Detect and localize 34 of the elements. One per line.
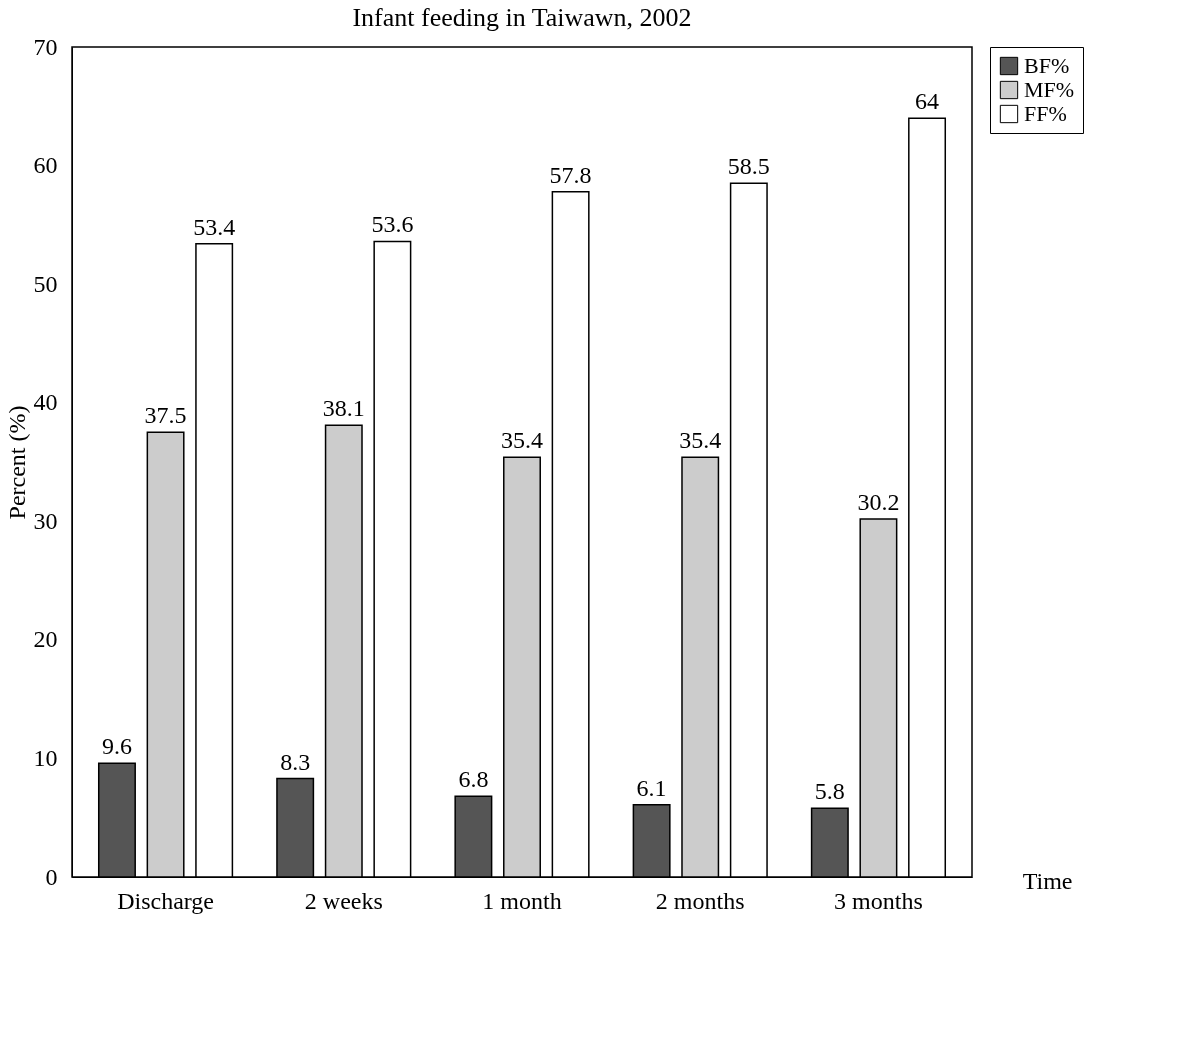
data-label: 58.5 xyxy=(727,153,770,180)
legend-label: BF% xyxy=(1024,53,1070,78)
y-tick-label: 20 xyxy=(33,626,58,653)
y-axis-title: Percent (%) xyxy=(3,405,30,520)
x-tick-label: 2 months xyxy=(655,887,745,914)
data-label: 5.8 xyxy=(814,778,845,805)
data-label: 30.2 xyxy=(857,488,900,515)
legend-label: MF% xyxy=(1024,77,1075,102)
y-tick-label: 40 xyxy=(33,389,58,416)
x-tick-label: 3 months xyxy=(834,887,923,914)
x-tick-label: 2 weeks xyxy=(304,887,383,914)
data-label: 38.1 xyxy=(322,395,365,422)
x-tick-label: 1 month xyxy=(482,887,562,914)
y-tick-label: 0 xyxy=(45,863,58,890)
y-tick-label: 50 xyxy=(33,270,58,297)
data-label: 6.1 xyxy=(636,774,667,801)
y-tick-label: 30 xyxy=(33,507,58,534)
x-axis-title: Time xyxy=(1022,867,1073,894)
y-tick-label: 60 xyxy=(33,152,58,179)
x-tick-label: Discharge xyxy=(117,887,214,914)
data-label: 8.3 xyxy=(280,748,311,775)
data-label: 6.8 xyxy=(458,766,489,793)
data-label: 53.4 xyxy=(193,213,236,240)
data-label: 64 xyxy=(915,88,940,115)
y-tick-label: 10 xyxy=(33,744,58,771)
chart-title: Infant feeding in Taiwawn, 2002 xyxy=(352,3,692,32)
data-label: 53.6 xyxy=(371,211,414,238)
legend-label: FF% xyxy=(1024,101,1067,126)
data-label: 37.5 xyxy=(144,402,187,429)
data-label: 57.8 xyxy=(549,161,592,188)
data-label: 35.4 xyxy=(679,427,722,454)
y-tick-label: 70 xyxy=(33,33,58,60)
data-label: 35.4 xyxy=(501,427,543,454)
data-label: 9.6 xyxy=(101,733,132,760)
